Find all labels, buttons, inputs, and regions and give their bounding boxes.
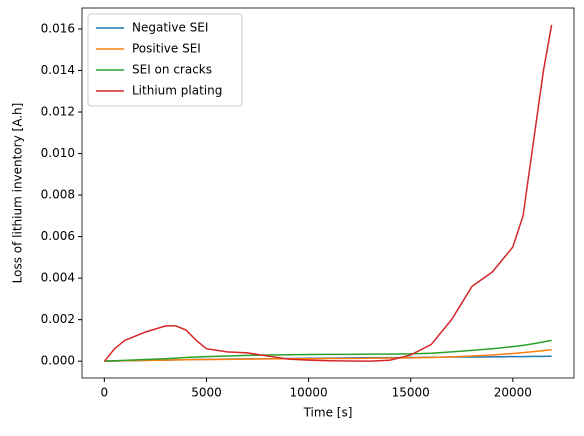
y-tick-label: 0.014 — [41, 63, 75, 77]
y-tick-label: 0.012 — [41, 105, 75, 119]
line-series — [104, 339, 552, 362]
legend-label: Positive SEI — [132, 42, 201, 56]
x-tick-label: 15000 — [392, 386, 430, 400]
line-series — [103, 24, 553, 362]
y-tick-label: 0.006 — [41, 229, 75, 243]
legend-label: SEI on cracks — [132, 63, 212, 77]
y-tick-label: 0.002 — [41, 312, 75, 326]
x-tick-label: 5000 — [191, 386, 222, 400]
y-tick-label: 0.008 — [41, 188, 75, 202]
y-axis-label: Loss of lithium inventory [A.h] — [11, 103, 25, 284]
plot-frame — [81, 7, 575, 379]
legend-label: Lithium plating — [132, 84, 222, 98]
y-tick-label: 0.010 — [41, 146, 75, 160]
x-tick-label: 10000 — [290, 386, 328, 400]
x-tick-label: 0 — [101, 386, 109, 400]
line-series — [104, 349, 552, 362]
x-axis-label: Time [s] — [303, 406, 353, 420]
y-tick-label: 0.004 — [41, 271, 75, 285]
legend-box — [87, 13, 243, 107]
legend-label: Negative SEI — [132, 21, 208, 35]
y-tick-label: 0.000 — [41, 354, 75, 368]
y-tick-label: 0.016 — [41, 21, 75, 35]
x-tick-label: 20000 — [494, 386, 532, 400]
